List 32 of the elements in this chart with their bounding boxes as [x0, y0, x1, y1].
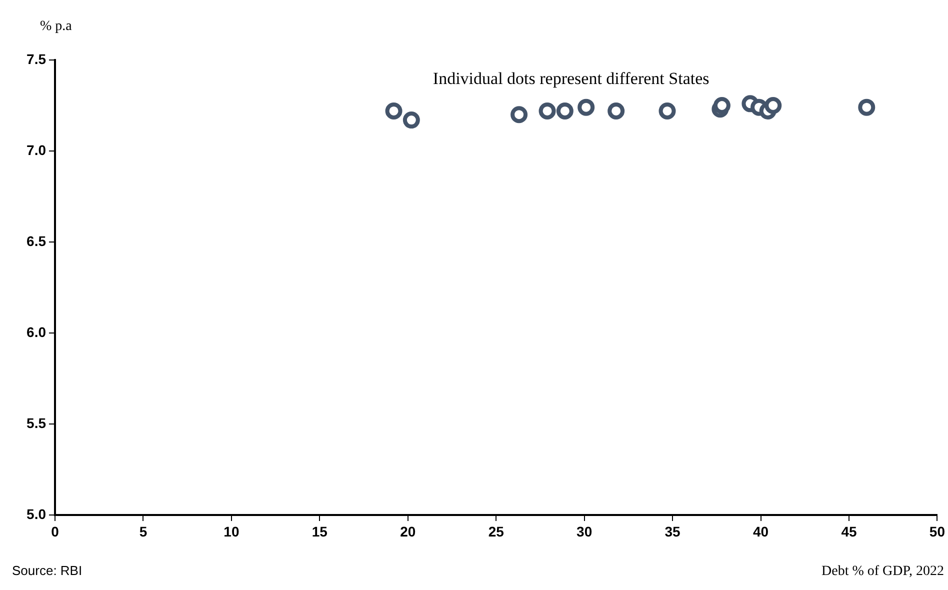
x-tick-label: 30 — [576, 523, 592, 540]
x-tick-label: 25 — [488, 523, 504, 540]
point — [578, 98, 595, 116]
x-tick-label: 50 — [929, 523, 946, 540]
point — [402, 112, 420, 129]
point — [658, 102, 676, 120]
y-tick-label: 6.0 — [26, 324, 46, 340]
text: Individual dots represent different States — [432, 69, 710, 88]
x-tick-label: 15 — [312, 523, 328, 540]
y-tick-label: 5.5 — [26, 414, 46, 431]
x-tick-label: 10 — [224, 523, 240, 540]
point — [764, 97, 782, 114]
y-tick-label: 6.5 — [26, 232, 46, 249]
point — [713, 97, 730, 114]
point — [858, 98, 876, 116]
source-note: Source: RBI — [12, 563, 82, 578]
x-tick-label: 35 — [664, 523, 681, 540]
x-axis-title: Debt % of GDP, 2022 — [822, 564, 944, 579]
point — [556, 102, 574, 120]
point — [510, 106, 528, 124]
y-tick-label: 7.0 — [26, 142, 46, 158]
x-tick-label: 40 — [752, 523, 769, 540]
y-axis-title: % p.a — [40, 19, 73, 34]
x-tick-label: 45 — [841, 523, 857, 540]
y-tick-label: 7.5 — [26, 50, 46, 67]
x-tick-label: 5 — [139, 523, 148, 540]
point — [385, 102, 402, 120]
point — [538, 102, 556, 120]
y-tick-label: 5.0 — [26, 506, 46, 522]
x-tick-label: 0 — [51, 523, 60, 540]
x-tick-label: 20 — [400, 523, 416, 540]
point — [608, 102, 625, 120]
